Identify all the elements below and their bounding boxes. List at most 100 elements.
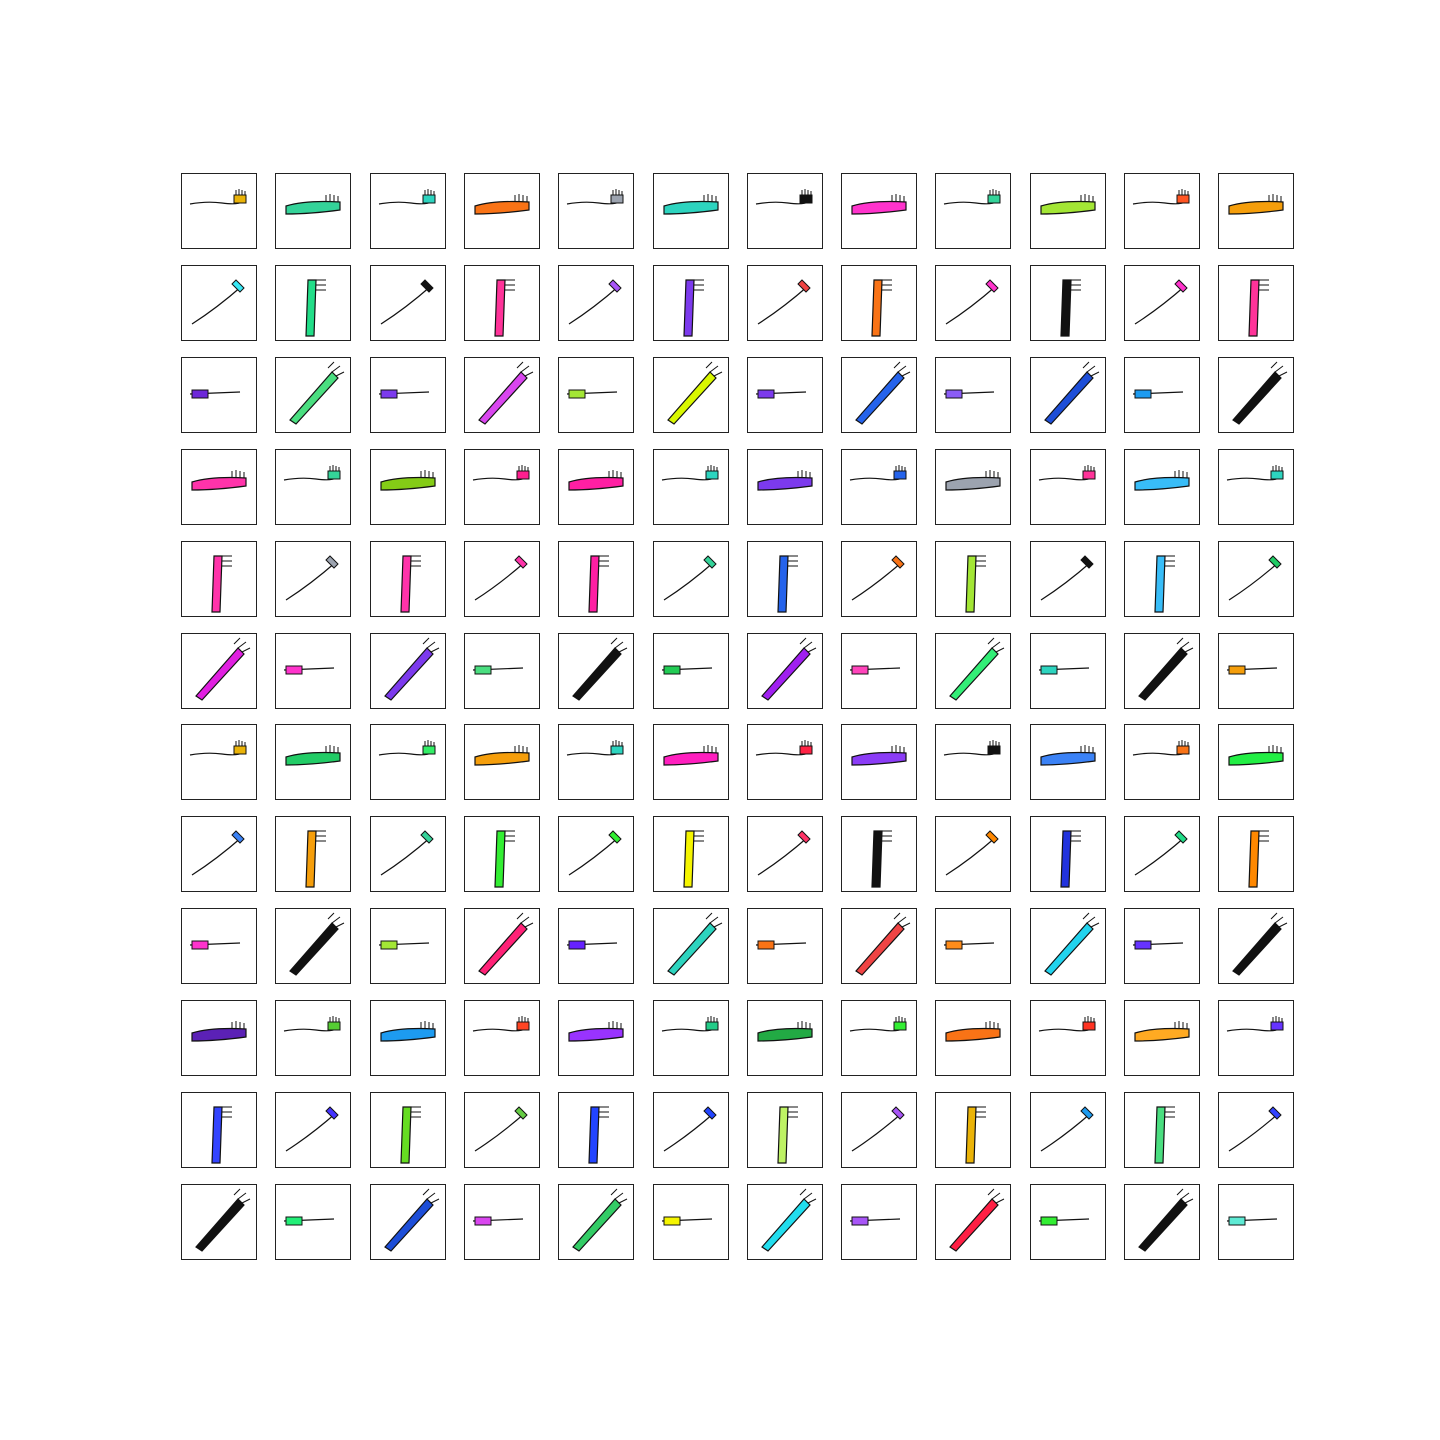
toothbrush-sketch-cell [841, 633, 917, 709]
toothbrush-sketch-cell [1218, 449, 1294, 525]
toothbrush-sketch-cell [653, 1000, 729, 1076]
toothbrush-sketch-cell [653, 633, 729, 709]
toothbrush-sketch-cell [558, 1092, 634, 1168]
toothbrush-doodle [761, 637, 817, 701]
toothbrush-sketch-cell [653, 265, 729, 341]
toothbrush-doodle [1154, 1106, 1175, 1164]
toothbrush-doodle [191, 1021, 247, 1042]
toothbrush-sketch-cell [370, 1092, 446, 1168]
toothbrush-sketch-cell [841, 173, 917, 249]
toothbrush-doodle [1226, 465, 1284, 481]
toothbrush-doodle [283, 1016, 341, 1032]
toothbrush-sketch-cell [275, 265, 351, 341]
toothbrush-doodle [849, 465, 907, 481]
toothbrush-doodle [195, 637, 251, 701]
toothbrush-doodle [757, 1021, 813, 1042]
toothbrush-sketch-cell [370, 265, 446, 341]
toothbrush-doodle [384, 637, 440, 701]
toothbrush-doodle [851, 555, 905, 601]
toothbrush-doodle [1060, 830, 1081, 888]
toothbrush-doodle [1226, 1016, 1284, 1032]
toothbrush-doodle [478, 361, 534, 425]
toothbrush-doodle [777, 555, 798, 613]
toothbrush-doodle [195, 1188, 251, 1252]
toothbrush-doodle [494, 279, 515, 337]
toothbrush-doodle [474, 555, 528, 601]
toothbrush-doodle [568, 1021, 624, 1042]
toothbrush-doodle [211, 1106, 232, 1164]
toothbrush-sketch-cell [747, 633, 823, 709]
toothbrush-doodle [472, 465, 530, 481]
toothbrush-doodle [949, 637, 1005, 701]
toothbrush-sketch-cell [841, 908, 917, 984]
toothbrush-sketch-cell [1124, 357, 1200, 433]
toothbrush-sketch-cell [370, 1184, 446, 1260]
toothbrush-doodle [851, 745, 907, 766]
toothbrush-sketch-cell [1124, 265, 1200, 341]
toothbrush-doodle [283, 665, 335, 675]
toothbrush-doodle [572, 1188, 628, 1252]
toothbrush-doodle [1044, 912, 1100, 976]
toothbrush-sketch-cell [181, 173, 257, 249]
toothbrush-sketch-cell [370, 173, 446, 249]
toothbrush-sketch-cell [1124, 173, 1200, 249]
toothbrush-sketch-cell [653, 1184, 729, 1260]
toothbrush-doodle [851, 1106, 905, 1152]
toothbrush-sketch-cell [1124, 541, 1200, 617]
toothbrush-doodle [191, 470, 247, 491]
toothbrush-sketch-cell [1030, 908, 1106, 984]
toothbrush-sketch-cell [747, 1184, 823, 1260]
toothbrush-sketch-cell [464, 816, 540, 892]
toothbrush-doodle [566, 389, 618, 399]
toothbrush-doodle [400, 555, 421, 613]
toothbrush-doodle [1154, 555, 1175, 613]
toothbrush-doodle [283, 1216, 335, 1226]
toothbrush-doodle [1132, 740, 1190, 756]
toothbrush-sketch-cell [747, 449, 823, 525]
toothbrush-doodle [1138, 637, 1194, 701]
toothbrush-doodle [305, 279, 326, 337]
toothbrush-sketch-cell [181, 357, 257, 433]
toothbrush-sketch-cell [747, 724, 823, 800]
toothbrush-doodle [1044, 361, 1100, 425]
toothbrush-sketch-cell [370, 357, 446, 433]
toothbrush-sketch-cell [370, 1000, 446, 1076]
toothbrush-doodle [661, 665, 713, 675]
toothbrush-doodle [566, 189, 624, 205]
toothbrush-doodle [1060, 279, 1081, 337]
toothbrush-sketch-cell [747, 1000, 823, 1076]
toothbrush-doodle [755, 940, 807, 950]
toothbrush-sketch-cell [841, 357, 917, 433]
toothbrush-doodle [568, 470, 624, 491]
toothbrush-doodle [1134, 830, 1188, 876]
toothbrush-sketch-cell [1218, 1092, 1294, 1168]
toothbrush-doodle [683, 830, 704, 888]
toothbrush-doodle [661, 1016, 719, 1032]
toothbrush-sketch-cell [370, 816, 446, 892]
toothbrush-sketch-cell [1124, 633, 1200, 709]
toothbrush-sketch-cell [1030, 724, 1106, 800]
toothbrush-doodle [378, 389, 430, 399]
toothbrush-doodle [572, 637, 628, 701]
toothbrush-sketch-cell [1124, 449, 1200, 525]
toothbrush-doodle [1132, 389, 1184, 399]
toothbrush-doodle [494, 830, 515, 888]
toothbrush-sketch-cell [1030, 357, 1106, 433]
toothbrush-sketch-cell [370, 449, 446, 525]
toothbrush-doodle [384, 1188, 440, 1252]
toothbrush-doodle [755, 740, 813, 756]
toothbrush-sketch-cell [464, 1000, 540, 1076]
toothbrush-sketch-cell [935, 908, 1011, 984]
toothbrush-sketch-cell [653, 449, 729, 525]
toothbrush-sketch-cell [464, 633, 540, 709]
toothbrush-sketch-cell [181, 265, 257, 341]
toothbrush-doodle [761, 1188, 817, 1252]
toothbrush-doodle [945, 470, 1001, 491]
toothbrush-sketch-cell [841, 724, 917, 800]
toothbrush-sketch-cell [275, 1000, 351, 1076]
toothbrush-doodle [663, 194, 719, 215]
toothbrush-doodle [472, 665, 524, 675]
toothbrush-doodle [1040, 1106, 1094, 1152]
toothbrush-sketch-cell [747, 908, 823, 984]
